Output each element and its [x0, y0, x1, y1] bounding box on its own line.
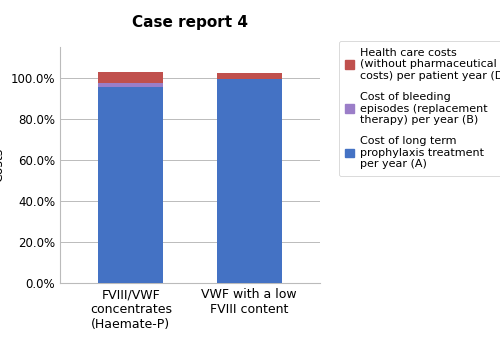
- Y-axis label: Costs: Costs: [0, 148, 5, 182]
- Legend: Health care costs
(without pharmaceutical
costs) per patient year (D), Cost of b: Health care costs (without pharmaceutica…: [338, 41, 500, 176]
- Bar: [216, 79, 282, 283]
- Bar: [98, 83, 164, 87]
- Bar: [216, 73, 282, 79]
- Bar: [98, 87, 164, 283]
- Text: Case report 4: Case report 4: [132, 15, 248, 29]
- Bar: [98, 72, 164, 83]
